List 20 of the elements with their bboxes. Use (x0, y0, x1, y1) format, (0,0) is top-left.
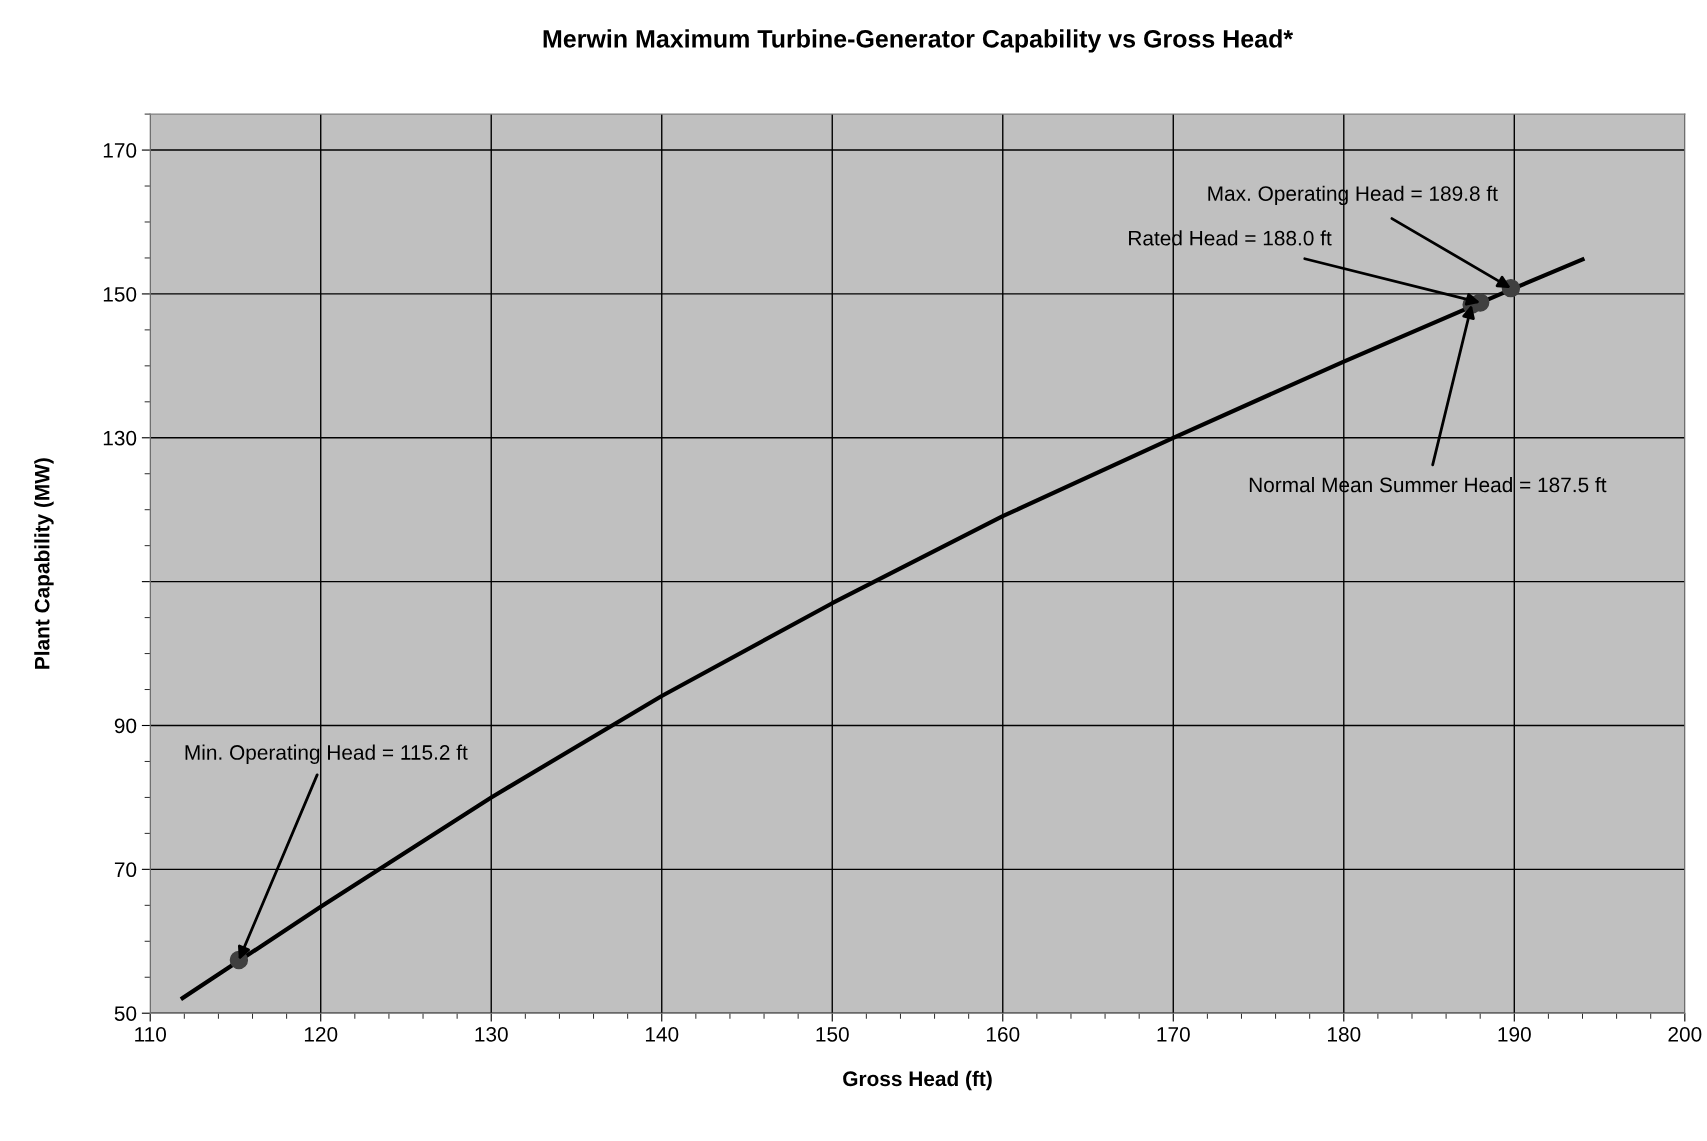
x-tick-label: 110 (135, 1026, 167, 1042)
x-tick-label: 130 (475, 1026, 508, 1042)
annotation: Min. Operating Head = 115.2 ft (185, 744, 468, 764)
x-tick-label: 190 (1498, 1026, 1531, 1042)
y-tick-label: 130 (103, 430, 137, 446)
x-axis-title: Gross Head (ft) (843, 1070, 992, 1091)
x-tick-label: 120 (304, 1026, 338, 1042)
x-tick-label: 160 (986, 1026, 1020, 1042)
chart-title: Merwin Maximum Turbine-Generator Capability vs Gross Head* (543, 29, 1294, 53)
y-tick-label: 70 (114, 862, 137, 878)
y-tick-label: 150 (103, 286, 137, 302)
y-axis-title: Plant Capability (MW) (34, 458, 54, 669)
y-tick-label: 50 (114, 1006, 137, 1021)
x-tick-label: 180 (1328, 1026, 1361, 1042)
x-tick-label: 150 (816, 1026, 849, 1042)
y-tick-label: 90 (114, 718, 137, 734)
x-tick-label: 170 (1157, 1026, 1190, 1042)
x-tick-label: 200 (1668, 1026, 1702, 1042)
y-tick-label: 170 (103, 143, 137, 158)
x-tick-label: 140 (645, 1026, 679, 1042)
